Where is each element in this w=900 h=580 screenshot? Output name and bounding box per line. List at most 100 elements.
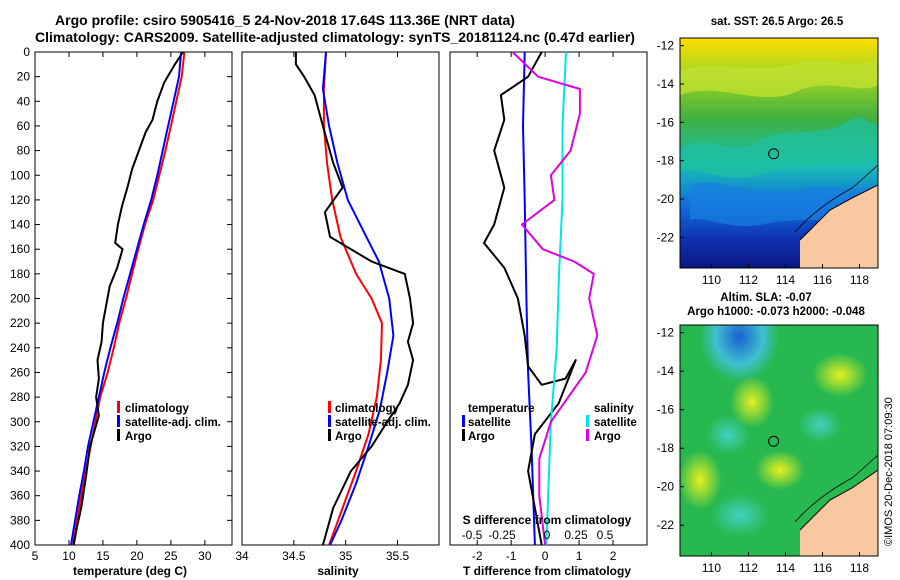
map-lat-label: -14	[657, 77, 675, 91]
legend-satellite-adj: satellite-adj. clim.	[125, 417, 221, 429]
x-tick-label: 5	[32, 549, 39, 563]
salinity-panel: 34 34.5 35 35.5 salinity climatology satell…	[235, 51, 440, 578]
legend-swatch-climatology	[328, 401, 331, 413]
legend-climatology: climatology	[125, 403, 190, 415]
depth-tick-label: 320	[10, 439, 30, 453]
depth-tick-label: 340	[10, 464, 30, 478]
s-tick-label: -0.5	[462, 528, 483, 542]
s-tick-label: 0.5	[597, 528, 614, 542]
depth-tick-label: 300	[10, 415, 30, 429]
map-lat-label: -18	[657, 154, 675, 168]
legend-satellite-adj: satellite-adj. clim.	[335, 417, 431, 429]
sla-map-frame	[679, 324, 879, 557]
s-difference-axis: -0.5 -0.25 0 0.25 0.5	[462, 528, 614, 542]
depth-tick-label: 20	[17, 70, 31, 84]
map-lon-label: 114	[776, 561, 795, 575]
legend-swatch-satellite-adj	[328, 415, 331, 427]
salinity-axes-frame	[241, 51, 440, 546]
depth-tick-label: 60	[17, 119, 31, 133]
depth-tick-label: 220	[10, 316, 30, 330]
depth-tick-label: 260	[10, 365, 30, 379]
map-lon-label: 110	[702, 561, 721, 575]
map-lat-label: -16	[657, 403, 675, 417]
x-tick-label: 30	[198, 549, 212, 563]
difference-profiles	[483, 51, 599, 546]
series-satellite-adj-clim-	[70, 51, 183, 546]
legend-swatch-s-argo	[586, 429, 589, 441]
x-tick-label: 20	[130, 549, 144, 563]
sla-map-title: Altim. SLA: -0.07	[720, 292, 811, 304]
map-lat-label: -22	[657, 230, 675, 244]
imos-credit: ©IMOS 20-Dec-2018 07:09:30	[883, 397, 895, 546]
x-tick-label: 34.5	[282, 549, 306, 563]
series-temperature-satellite	[522, 51, 536, 546]
legend-argo: Argo	[335, 431, 362, 443]
sst-map-image	[680, 38, 878, 268]
map-lon-label: 118	[850, 561, 869, 575]
x-tick-label: -2	[472, 549, 483, 563]
temperature-axis-label: temperature (deg C)	[73, 564, 187, 578]
depth-tick-label: 140	[10, 218, 30, 232]
map-lat-label: -22	[657, 518, 675, 532]
legend-swatch-climatology	[117, 401, 120, 413]
legend-s-argo: Argo	[594, 431, 621, 443]
sla-map-panel: Altim. SLA: -0.07 Argo h1000: -0.073 h20…	[657, 292, 879, 575]
legend-swatch-t-satellite	[462, 415, 465, 427]
map-lon-label: 112	[739, 561, 758, 575]
legend-swatch-argo	[328, 429, 331, 441]
s-tick-label: 0.25	[564, 528, 588, 542]
depth-tick-label: 200	[10, 292, 30, 306]
depth-tick-label: 360	[10, 489, 30, 503]
figure-title-line-1: Argo profile: csiro 5905416_5 24-Nov-201…	[55, 12, 515, 28]
sst-map-frame	[679, 37, 879, 269]
depth-tick-label: 40	[17, 94, 31, 108]
salinity-axis-label: salinity	[317, 564, 359, 578]
series-argo	[72, 51, 184, 546]
map-lon-label: 118	[850, 273, 869, 287]
sst-profile-location-marker	[768, 148, 780, 160]
series-argo	[294, 52, 415, 546]
sst-map-land	[800, 185, 878, 268]
x-tick-label: 2	[610, 549, 617, 563]
series-temperature-argo	[483, 51, 577, 546]
x-tick-label: 1	[576, 549, 583, 563]
legend-argo: Argo	[125, 431, 152, 443]
map-lat-label: -18	[657, 441, 675, 455]
legend-t-satellite: satellite	[468, 417, 511, 429]
temperature-axes-frame	[34, 51, 233, 546]
sla-map-subtitle: Argo h1000: -0.073 h2000: -0.048	[687, 306, 865, 318]
s-tick-label: 0	[544, 528, 551, 542]
sla-map-axes: 110 112 114 116 118 -12 -14 -16 -18 -20 -22	[657, 326, 870, 575]
difference-panel: -2 -1 0 1 2 -0.5 -0.25 0 0.25 0.5 T difference f…	[449, 51, 648, 578]
legend-swatch-t-argo	[462, 429, 465, 441]
depth-tick-label: 240	[10, 341, 30, 355]
figure-title-line-2: Climatology: CARS2009. Satellite-adjuste…	[35, 29, 635, 45]
series-salinity-argo	[511, 51, 599, 546]
sst-map-panel: sat. SST: 26.5 Argo: 26.5 110 112 114 116 11…	[657, 16, 879, 287]
sla-map-image	[680, 325, 878, 556]
x-tick-label: 15	[96, 549, 110, 563]
t-difference-axis-label: T difference from climatology	[463, 564, 631, 578]
sst-map-axes: 110 112 114 116 118 -12 -14 -16 -18 -20 -22	[657, 39, 870, 287]
x-tick-label: -1	[506, 549, 517, 563]
sla-map-land	[800, 470, 878, 556]
x-tick-label: 10	[62, 549, 76, 563]
x-tick-label: 0	[542, 549, 549, 563]
series-satellite-adj-clim-	[321, 51, 395, 546]
x-tick-label: 35.5	[386, 549, 410, 563]
depth-tick-label: 120	[10, 193, 30, 207]
map-lat-label: -16	[657, 115, 675, 129]
depth-tick-label: 280	[10, 390, 30, 404]
salinity-x-axis: 34 34.5 35 35.5	[235, 52, 410, 563]
legend-swatch-satellite-adj	[117, 415, 120, 427]
depth-tick-label: 80	[17, 144, 31, 158]
difference-legend: temperature satellite Argo salinity sate…	[462, 403, 637, 443]
map-lon-label: 116	[813, 561, 832, 575]
x-tick-label: 25	[164, 549, 178, 563]
legend-climatology: climatology	[335, 403, 400, 415]
s-tick-label: -0.25	[488, 528, 516, 542]
map-lon-label: 112	[739, 273, 758, 287]
salinity-legend: climatology satellite-adj. clim. Argo	[328, 401, 431, 443]
map-lat-label: -12	[657, 39, 675, 53]
